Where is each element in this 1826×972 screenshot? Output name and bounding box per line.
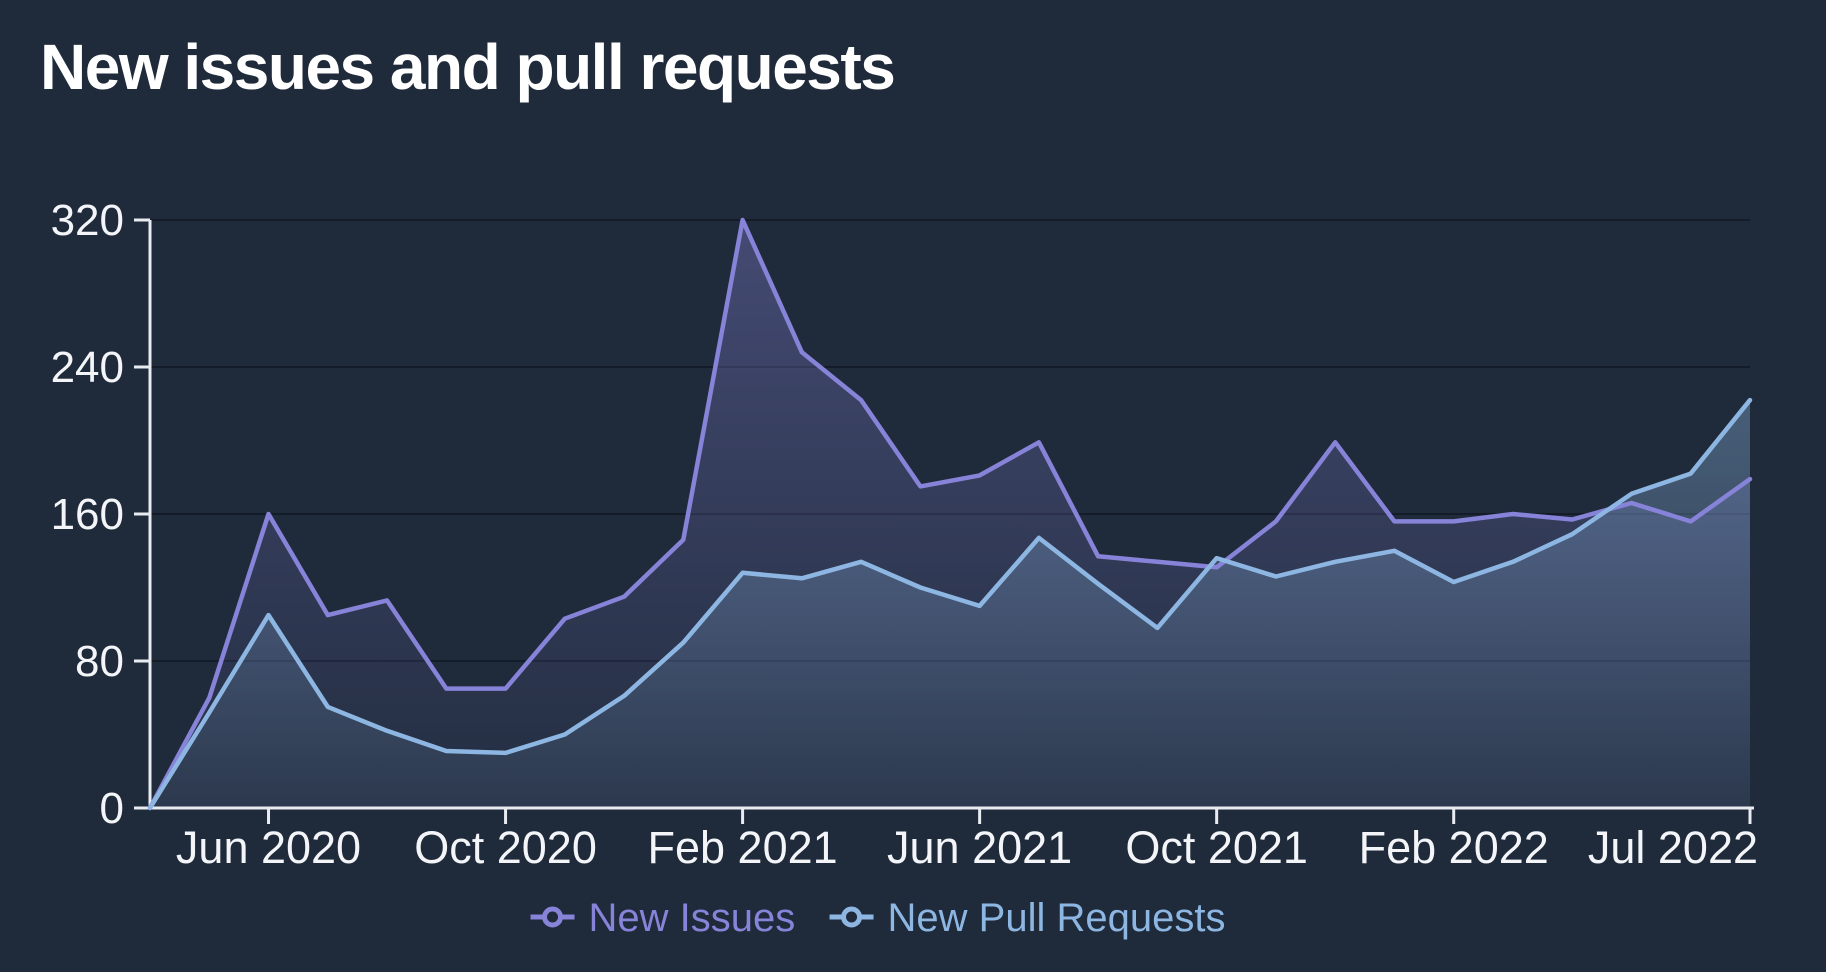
x-tick-label: Jun 2021 <box>887 822 1072 873</box>
line-new-pull-requests[interactable] <box>147 397 1753 811</box>
legend-item-0[interactable]: New Issues <box>530 896 796 940</box>
page-title: New issues and pull requests <box>40 31 896 103</box>
x-tick-labels: Jun 2020 Oct 2020 Feb 2021 Jun 2021 Oct 2021… <box>176 822 1758 873</box>
x-tick-label: Jul 2022 <box>1588 822 1758 873</box>
y-tick-label: 320 <box>51 196 124 245</box>
x-tick-label: Oct 2020 <box>414 822 597 873</box>
legend-marker-circle-icon <box>841 906 863 928</box>
y-tick-labels: 0 80 160 240 320 <box>51 196 124 833</box>
axis-tick-marks <box>134 218 1752 824</box>
x-tick-label: Feb 2021 <box>648 822 838 873</box>
y-tick-label: 240 <box>51 343 124 392</box>
legend-label: New Pull Requests <box>888 896 1226 940</box>
legend-label: New Issues <box>589 896 796 940</box>
y-tick-label: 160 <box>51 490 124 539</box>
x-tick-label: Oct 2021 <box>1125 822 1308 873</box>
legend-marker-circle-icon <box>542 906 564 928</box>
y-tick-label: 80 <box>75 637 124 686</box>
legend: New Issues New Pull Requests <box>530 896 1226 940</box>
area-new-pull-requests <box>150 400 1750 808</box>
x-tick-label: Feb 2022 <box>1359 822 1549 873</box>
line-new-issues[interactable] <box>147 217 1753 811</box>
x-tick-label: Jun 2020 <box>176 822 361 873</box>
legend-item-1[interactable]: New Pull Requests <box>829 896 1226 940</box>
y-tick-label: 0 <box>100 784 124 833</box>
